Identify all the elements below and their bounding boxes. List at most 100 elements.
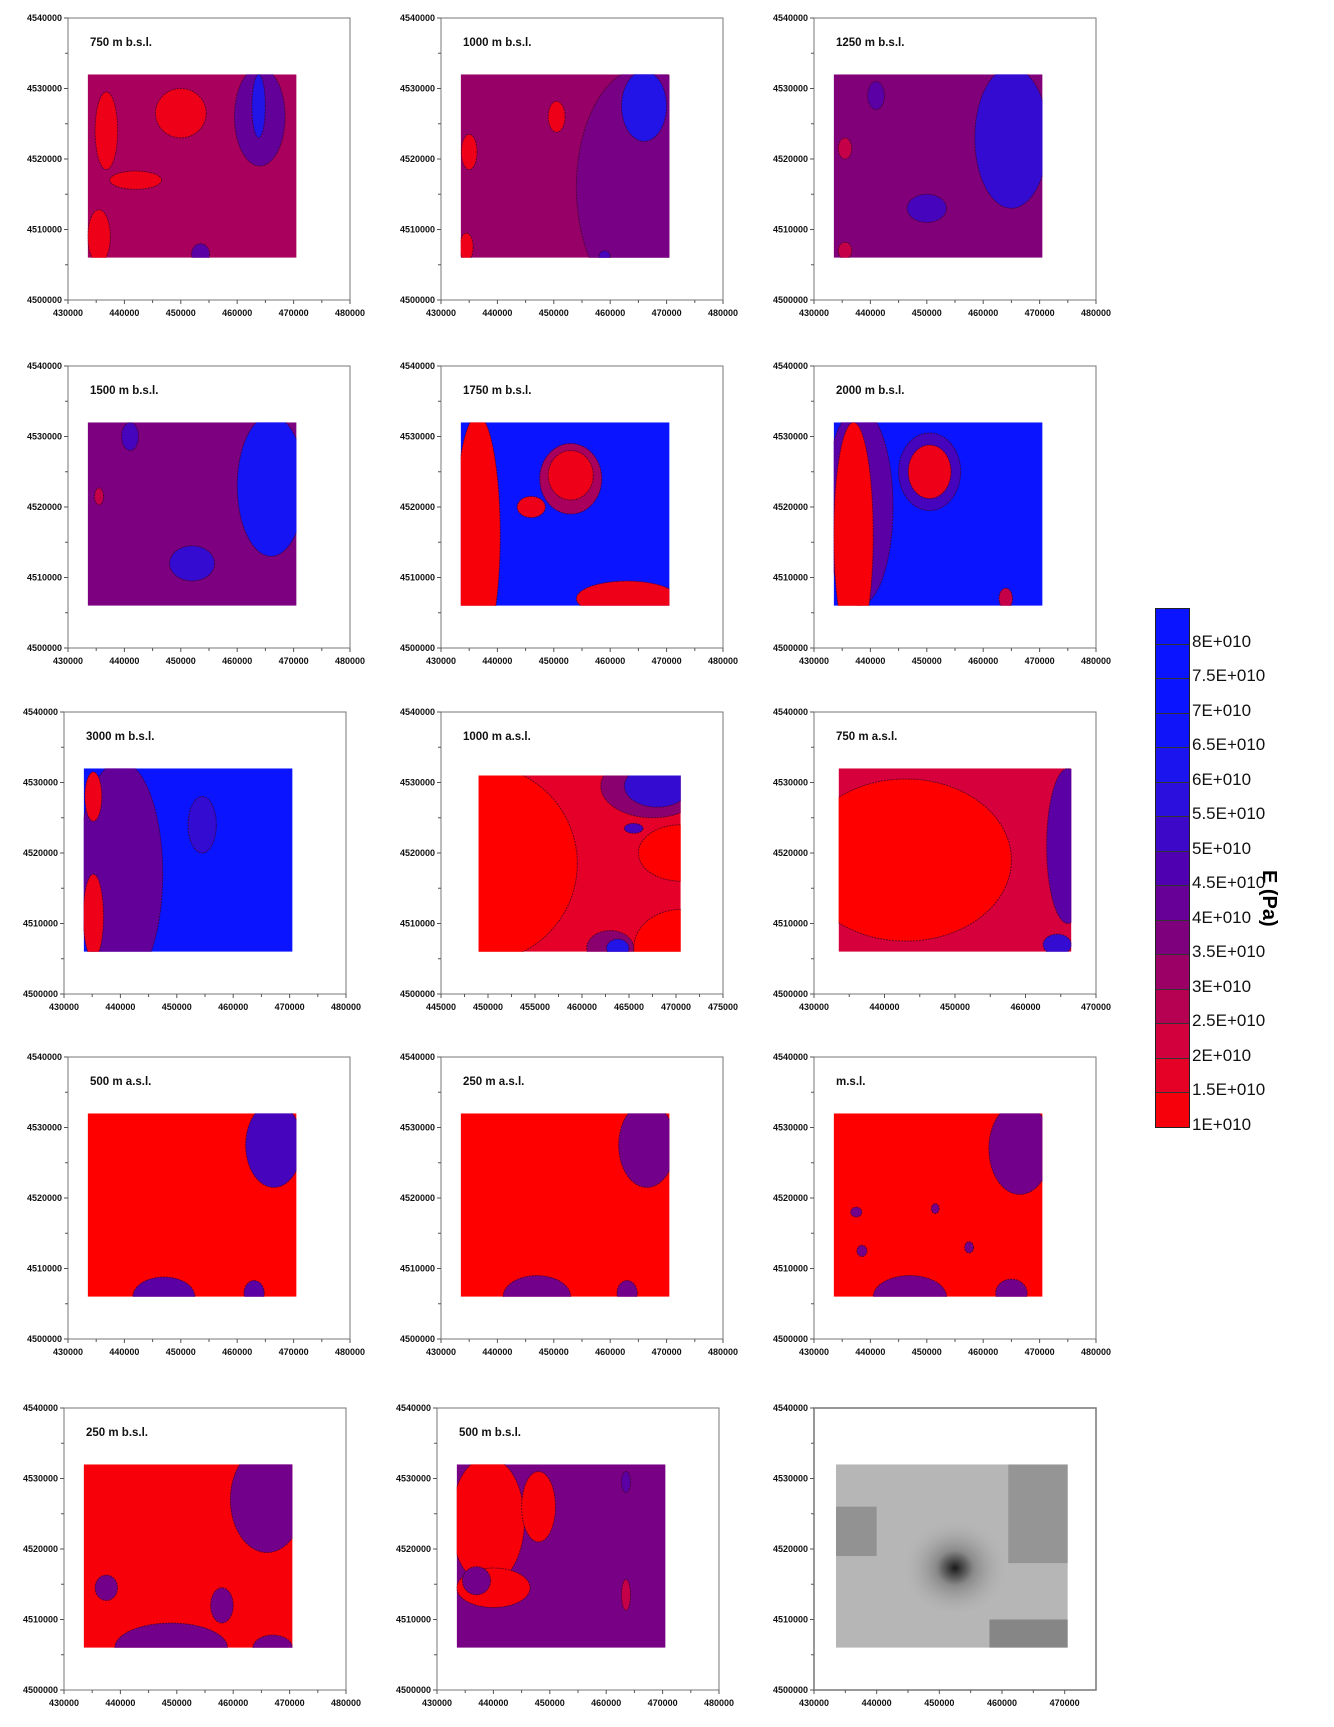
contour-region xyxy=(187,796,217,854)
x-tick-label: 440000 xyxy=(482,308,512,318)
contour-region xyxy=(456,1464,525,1585)
x-tick-label: 480000 xyxy=(335,1347,365,1357)
contour-region xyxy=(516,495,546,519)
volcano-relief xyxy=(901,1513,1009,1613)
x-tick-label: 460000 xyxy=(595,1347,625,1357)
contour-region xyxy=(87,209,111,258)
x-tick-label: 470000 xyxy=(652,656,682,666)
panel-title: 250 m a.s.l. xyxy=(463,1076,524,1088)
contour-region xyxy=(210,1587,234,1624)
contour-region xyxy=(547,450,594,501)
x-tick-label: 450000 xyxy=(912,656,942,666)
colorbar-segment xyxy=(1156,1092,1189,1127)
colorbar-tick-label: 4E+010 xyxy=(1192,907,1252,927)
contour-field xyxy=(833,74,1043,258)
contour-region xyxy=(623,775,681,808)
contour-region xyxy=(478,775,578,952)
y-tick-label: 4520000 xyxy=(27,154,62,164)
contour-region xyxy=(245,1113,297,1188)
contour-region xyxy=(616,1279,638,1297)
y-tick-label: 4520000 xyxy=(400,502,435,512)
y-tick-label: 4500000 xyxy=(773,1334,808,1344)
x-tick-label: 430000 xyxy=(53,308,83,318)
x-tick-label: 430000 xyxy=(49,1698,79,1708)
y-tick-label: 4500000 xyxy=(773,1685,808,1695)
contour-region xyxy=(575,580,670,606)
x-tick-label: 430000 xyxy=(799,1347,829,1357)
colorbar-tick-label: 6.5E+010 xyxy=(1192,735,1266,755)
y-tick-label: 4510000 xyxy=(773,225,808,235)
x-tick-label: 440000 xyxy=(482,1347,512,1357)
x-tick-label: 440000 xyxy=(105,1002,135,1012)
x-tick-label: 480000 xyxy=(331,1002,361,1012)
y-tick-label: 4530000 xyxy=(773,84,808,94)
contour-panel: 445000 450000 455000 460000 465000 470000 4750… xyxy=(400,707,738,1012)
contour-region xyxy=(620,74,668,142)
y-tick-label: 4540000 xyxy=(773,361,808,371)
y-tick-label: 4520000 xyxy=(773,1544,808,1554)
x-tick-label: 430000 xyxy=(422,1698,452,1708)
x-tick-label: 430000 xyxy=(799,1002,829,1012)
y-tick-label: 4540000 xyxy=(400,707,435,717)
colorbar-segment xyxy=(1156,678,1189,713)
contour-region xyxy=(618,1113,670,1188)
contour-panel: 430000 440000 450000 460000 470000 4500000 451… xyxy=(773,707,1111,1012)
y-tick-label: 4510000 xyxy=(396,1615,431,1625)
y-tick-label: 4530000 xyxy=(773,1474,808,1484)
x-tick-label: 470000 xyxy=(652,1347,682,1357)
contour-region xyxy=(1046,768,1072,924)
panel-title: 1000 m b.s.l. xyxy=(463,37,531,49)
colorbar-segment xyxy=(1156,1023,1189,1058)
x-tick-label: 460000 xyxy=(595,308,625,318)
contour-region xyxy=(964,1241,975,1254)
x-tick-label: 465000 xyxy=(614,1002,644,1012)
y-tick-label: 4530000 xyxy=(27,84,62,94)
contour-field xyxy=(87,422,297,606)
x-tick-label: 470000 xyxy=(661,1002,691,1012)
y-tick-label: 4540000 xyxy=(23,1403,58,1413)
contour-panel: 430000 440000 450000 460000 470000 480000 4500… xyxy=(400,361,738,666)
colorbar-segment xyxy=(1156,712,1189,748)
contour-field xyxy=(460,1113,670,1297)
y-tick-label: 4540000 xyxy=(773,707,808,717)
contour-field xyxy=(833,1113,1043,1297)
x-tick-label: 450000 xyxy=(166,656,196,666)
y-tick-label: 4530000 xyxy=(773,778,808,788)
contour-region xyxy=(637,824,681,882)
contour-field xyxy=(460,422,670,606)
x-tick-label: 440000 xyxy=(855,308,885,318)
contour-region xyxy=(837,241,853,258)
y-tick-label: 4510000 xyxy=(773,1615,808,1625)
colorbar-segment xyxy=(1156,1057,1189,1093)
x-tick-label: 460000 xyxy=(222,656,252,666)
contour-panel: 430000 440000 450000 460000 470000 480000 4500… xyxy=(23,707,361,1012)
panel-title: 1250 m b.s.l. xyxy=(836,37,904,49)
x-tick-label: 430000 xyxy=(799,656,829,666)
y-tick-label: 4520000 xyxy=(773,1193,808,1203)
colorbar-tick-label: 7E+010 xyxy=(1192,700,1252,720)
contour-panel: 430000 440000 450000 460000 470000 480000 4500… xyxy=(396,1403,734,1708)
x-tick-label: 460000 xyxy=(595,656,625,666)
x-tick-label: 470000 xyxy=(275,1002,305,1012)
y-tick-label: 4530000 xyxy=(400,432,435,442)
contour-region xyxy=(988,1113,1043,1195)
colorbar-segment xyxy=(1156,954,1189,989)
x-tick-label: 450000 xyxy=(912,1347,942,1357)
x-tick-label: 470000 xyxy=(279,1347,309,1357)
x-tick-label: 480000 xyxy=(1081,1347,1111,1357)
contour-region xyxy=(598,250,611,258)
y-tick-label: 4510000 xyxy=(773,573,808,583)
y-tick-label: 4520000 xyxy=(27,502,62,512)
contour-region xyxy=(620,1578,631,1611)
x-tick-label: 460000 xyxy=(968,1347,998,1357)
contour-region xyxy=(461,1566,492,1596)
contour-region xyxy=(633,908,681,952)
x-tick-label: 450000 xyxy=(924,1698,954,1708)
colorbar-segment xyxy=(1156,643,1189,679)
contour-region xyxy=(930,1203,940,1215)
x-tick-label: 480000 xyxy=(704,1698,734,1708)
colorbar-tick-label: 2.5E+010 xyxy=(1192,1011,1266,1031)
contour-field xyxy=(478,775,681,952)
x-tick-label: 450000 xyxy=(940,1002,970,1012)
x-tick-label: 470000 xyxy=(1025,1347,1055,1357)
